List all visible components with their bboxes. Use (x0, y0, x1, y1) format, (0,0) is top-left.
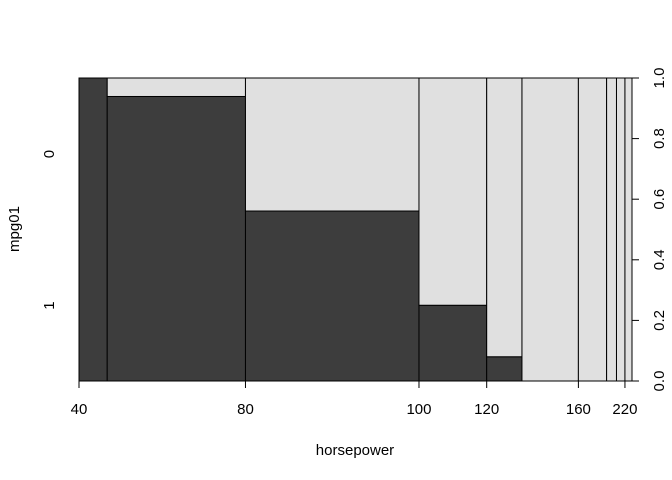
bar-segment (418, 304, 488, 382)
y2-tick-label: 0.2 (651, 310, 668, 331)
x-axis-label: horsepower (316, 442, 394, 459)
x-tick-label: 80 (237, 401, 254, 418)
bar-segment (624, 77, 633, 382)
bar-segment (521, 77, 579, 382)
bar-segment (106, 95, 246, 382)
y2-tick-label: 0.6 (651, 189, 668, 210)
y2-tick-label: 1.0 (651, 68, 668, 89)
x-tick-label: 160 (566, 401, 591, 418)
y-category-label: 1 (41, 301, 58, 309)
bar-segment (106, 77, 246, 97)
y-category-label: 0 (41, 150, 58, 158)
bar-segment (486, 77, 523, 358)
bar-segment (486, 356, 523, 382)
bar-segment (577, 77, 608, 382)
x-tick-label: 120 (474, 401, 499, 418)
bar-segment (244, 77, 420, 212)
x-tick-label: 40 (71, 401, 88, 418)
y2-tick-label: 0.4 (651, 249, 668, 270)
x-tick-label: 220 (612, 401, 637, 418)
y-axis-label: mpg01 (6, 206, 23, 252)
y2-tick-label: 0.0 (651, 371, 668, 392)
x-tick-label: 100 (406, 401, 431, 418)
bar-segment (606, 77, 617, 382)
y2-tick-label: 0.8 (651, 128, 668, 149)
bar-segment (78, 77, 108, 382)
bar-segment (418, 77, 488, 306)
bar-segment (244, 210, 420, 382)
bar-segment (615, 77, 626, 382)
